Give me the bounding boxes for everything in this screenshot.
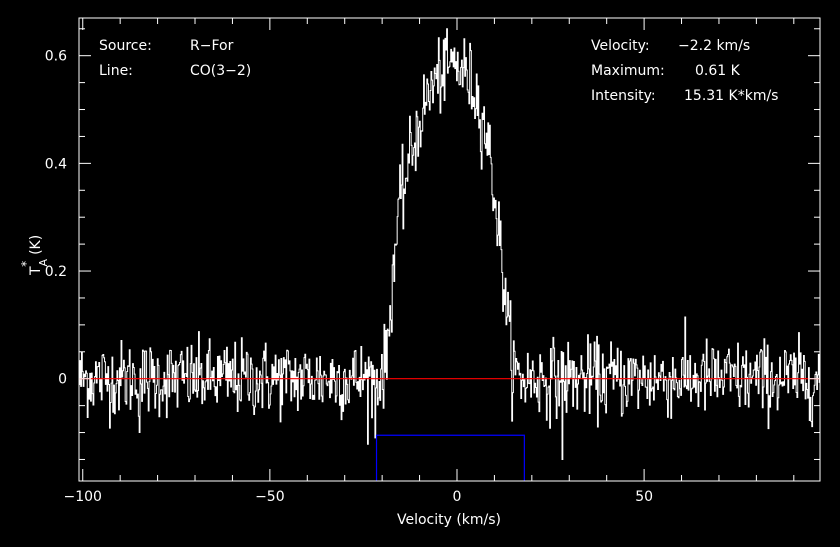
- maximum-label: Maximum:: [591, 63, 665, 79]
- y-axis-label: TA * (K): [19, 235, 50, 276]
- y-tick-label: 0.2: [45, 264, 67, 280]
- intensity-value: 15.31 K*km/s: [684, 88, 778, 104]
- spectrum-line: [79, 28, 821, 460]
- line-label: Line:: [99, 63, 133, 79]
- line-value: CO(3−2): [190, 63, 251, 79]
- x-tick-label: 0: [453, 489, 462, 505]
- x-tick-label: 50: [635, 489, 653, 505]
- y-axis-label-sup: *: [19, 261, 33, 267]
- x-tick-label: −100: [64, 489, 102, 505]
- velocity-window-box: [375, 434, 525, 481]
- source-value: R−For: [190, 38, 234, 54]
- source-label: Source:: [99, 38, 152, 54]
- window-layer: [375, 434, 525, 481]
- maximum-value: 0.61 K: [695, 63, 741, 79]
- y-tick-label: 0.6: [45, 49, 67, 65]
- y-axis-label-main: T: [28, 266, 44, 276]
- ticks-layer: −100 −50 0 50 0 0.2 0.4 0.6: [45, 18, 820, 505]
- x-tick-label: −50: [255, 489, 285, 505]
- y-axis-label-unit: (K): [28, 235, 44, 255]
- axes-layer: [78, 17, 821, 482]
- y-tick-label: 0.4: [45, 156, 67, 172]
- x-axis-label: Velocity (km/s): [397, 512, 501, 528]
- velocity-value: −2.2 km/s: [678, 38, 750, 54]
- y-tick-label: 0: [58, 372, 67, 388]
- y-axis-label-sub: A: [37, 258, 50, 266]
- plot-frame: [78, 17, 821, 482]
- velocity-label: Velocity:: [591, 38, 650, 54]
- spectrum-layer: [79, 28, 821, 460]
- intensity-label: Intensity:: [591, 88, 656, 104]
